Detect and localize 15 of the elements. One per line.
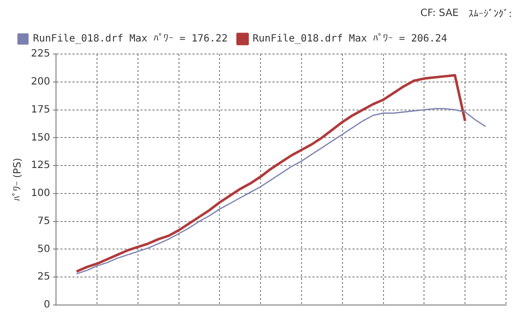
legend-label: RunFile_018.drf Max ﾊﾟﾜｰ = 176.22 [33,34,228,45]
y-tick-label: 175 [30,104,50,116]
y-tick-label: 125 [30,160,50,172]
y-axis-title: ﾊﾟﾜｰ (PS) [12,158,24,202]
y-tick-label: 50 [37,244,50,255]
y-tick-label: 100 [30,188,50,200]
y-tick-label: 75 [37,216,50,227]
y-tick-label: 25 [37,272,50,283]
y-tick-label: 150 [30,132,50,144]
text: CF: SAE [420,8,459,21]
y-tick-label: 200 [30,76,50,88]
y-tick-label: 0 [44,300,50,311]
text: ｽﾑｰｼﾞﾝｸﾞ: [468,8,512,22]
legend-label: RunFile_018.drf Max ﾊﾟﾜｰ = 206.24 [252,34,448,45]
y-tick-label: 225 [30,48,50,60]
